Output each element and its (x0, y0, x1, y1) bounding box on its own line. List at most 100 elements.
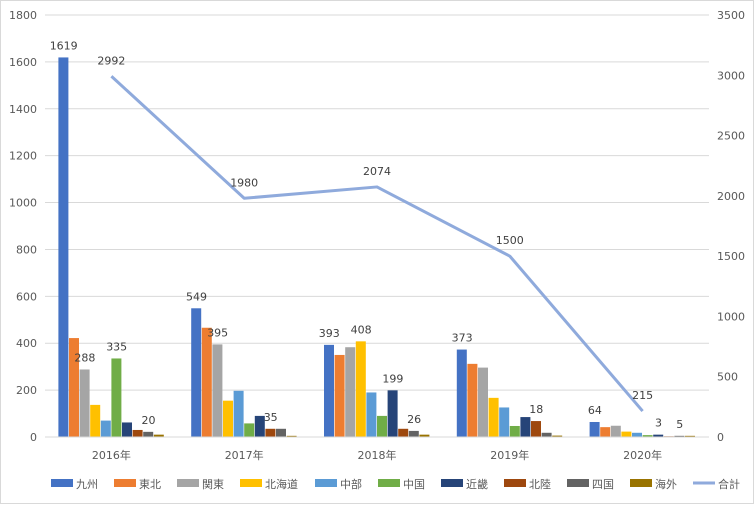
bar (153, 434, 164, 437)
legend-label: 四国 (592, 478, 614, 491)
bar (377, 415, 387, 437)
bar (355, 341, 366, 437)
legend-item: 中部 (315, 477, 362, 491)
bar (90, 404, 101, 437)
bar (58, 57, 69, 437)
bar-data-label: 395 (207, 326, 228, 339)
legend-swatch (630, 479, 652, 487)
y2-tick-label: 0 (717, 431, 724, 444)
y-tick-label: 600 (16, 290, 37, 303)
bar (100, 420, 111, 437)
bar (324, 344, 334, 437)
bar-data-label: 335 (106, 340, 127, 353)
y-tick-label: 1600 (9, 56, 37, 69)
bar (143, 431, 154, 437)
bar (541, 432, 552, 437)
legend-swatch (315, 479, 337, 487)
y2-tick-label: 1500 (717, 250, 745, 263)
y2-tick-label: 3000 (717, 69, 745, 82)
legend-label: 九州 (76, 478, 98, 491)
y-tick-label: 1000 (9, 197, 37, 210)
legend-swatch (504, 479, 526, 487)
bar (488, 397, 499, 437)
bar (408, 430, 419, 437)
bar (286, 435, 297, 437)
y-tick-label: 800 (16, 243, 37, 256)
bar (456, 349, 467, 437)
bar-data-label: 5 (676, 418, 683, 431)
gridlines (45, 14, 709, 391)
bar (499, 407, 510, 437)
y-tick-label: 0 (30, 431, 37, 444)
bar-data-label: 393 (319, 327, 340, 340)
legend-label: 中部 (340, 477, 362, 491)
legend-label: 合計 (718, 477, 740, 491)
bar (276, 428, 286, 437)
legend-item: 海外 (630, 477, 677, 491)
bar-data-label: 373 (452, 332, 473, 345)
bar-data-label: 35 (264, 411, 278, 424)
line-data-label: 2992 (97, 54, 125, 67)
legend-item: 合計 (693, 477, 740, 491)
bar (600, 427, 611, 437)
bar-data-label: 199 (382, 372, 403, 385)
line-data-label: 1500 (496, 234, 524, 247)
bar-data-label: 64 (588, 404, 602, 417)
bar (122, 422, 132, 437)
bar (233, 390, 244, 437)
y-tick-label: 1400 (9, 103, 37, 116)
bar (419, 434, 430, 437)
bar (254, 415, 265, 437)
bar (398, 428, 409, 437)
bar (653, 434, 664, 437)
legend-label: 北海道 (265, 477, 298, 491)
legend-item: 四国 (567, 478, 614, 491)
bar (111, 358, 122, 437)
total-line (110, 75, 644, 413)
total-line-group (110, 75, 644, 413)
bar-data-label: 26 (407, 413, 421, 426)
bar (223, 400, 233, 437)
y2-tick-label: 500 (717, 371, 738, 384)
legend-item: 北海道 (240, 477, 298, 491)
bar-series-group (58, 57, 695, 437)
legend-item: 近畿 (441, 477, 488, 491)
bar-data-label: 3 (655, 417, 662, 430)
line-data-label: 215 (632, 389, 653, 402)
legend-swatch (114, 479, 136, 487)
legend-label: 近畿 (466, 477, 488, 491)
bar (632, 432, 642, 437)
y2-tick-label: 2000 (717, 190, 745, 203)
bar (610, 425, 621, 437)
bar-data-label: 1619 (50, 39, 78, 52)
bar-data-label: 20 (142, 414, 156, 427)
legend-swatch (240, 479, 262, 487)
y2-tick-label: 3500 (717, 9, 745, 22)
bar (366, 392, 377, 437)
x-tick-label: 2020年 (623, 448, 662, 462)
line-data-label: 2074 (363, 165, 391, 178)
legend-item: 中国 (378, 478, 425, 491)
legend: 九州 東北 関東 北海道 中部 中国 近畿 北陸 四国 海外 合計 (51, 477, 740, 491)
x-tick-label: 2016年 (92, 448, 131, 462)
y2-tick-label: 1000 (717, 310, 745, 323)
legend-label: 中国 (403, 478, 425, 491)
y-tick-label: 200 (16, 384, 37, 397)
legend-item: 九州 (51, 478, 98, 491)
legend-label: 北陸 (529, 478, 551, 491)
y-tick-label: 400 (16, 337, 37, 350)
legend-label: 海外 (655, 477, 677, 491)
bar (674, 435, 685, 437)
bar-data-label: 549 (186, 290, 207, 303)
line-data-label: 1980 (230, 176, 258, 189)
legend-item: 関東 (177, 478, 224, 491)
legend-swatch (378, 479, 400, 487)
legend-swatch (51, 479, 73, 487)
bar (334, 354, 345, 437)
x-tick-label: 2017年 (225, 448, 264, 462)
bar (201, 327, 212, 437)
bar (387, 390, 398, 437)
x-tick-label: 2018年 (358, 448, 397, 462)
